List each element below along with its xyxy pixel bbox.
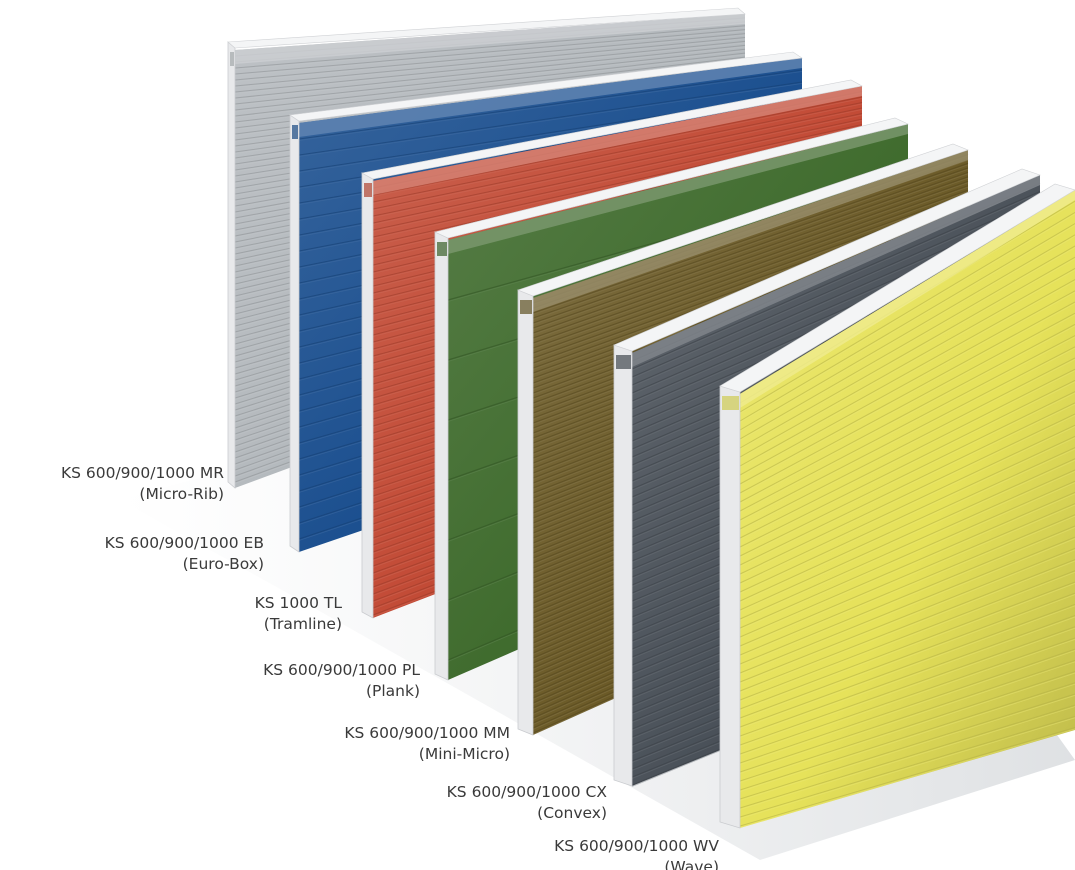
label-profile: (Euro-Box) [182, 555, 264, 573]
panel-core-edge [613, 344, 633, 787]
panel-core-edge [227, 41, 236, 489]
label-code: KS 600/900/1000 EB [104, 534, 264, 552]
label-code: KS 600/900/1000 WV [554, 837, 719, 855]
panel-core-edge [719, 385, 741, 829]
label-convex: KS 600/900/1000 CX (Convex) [447, 782, 607, 824]
panel-ribs [739, 200, 1075, 828]
label-code: KS 600/900/1000 PL [263, 661, 420, 679]
label-code: KS 600/900/1000 CX [446, 783, 607, 801]
label-tramline: KS 1000 TL (Tramline) [255, 593, 342, 635]
panel-core-edge [361, 172, 374, 619]
panel-wave [719, 183, 1075, 829]
label-wave: KS 600/900/1000 WV (Wave) [554, 836, 719, 870]
panel-core-edge [434, 231, 449, 681]
label-code: KS 600/900/1000 MM [344, 724, 510, 742]
label-mini-micro: KS 600/900/1000 MM (Mini-Micro) [344, 723, 510, 765]
panel-core-edge [517, 289, 534, 736]
label-profile: (Mini-Micro) [418, 745, 510, 763]
label-plank: KS 600/900/1000 PL (Plank) [263, 660, 420, 702]
label-profile: (Wave) [664, 858, 719, 870]
label-profile: (Tramline) [263, 615, 342, 633]
label-code: KS 1000 TL [254, 594, 342, 612]
label-euro-box: KS 600/900/1000 EB (Euro-Box) [105, 533, 264, 575]
panel-core-edge [289, 114, 300, 553]
label-micro-rib: KS 600/900/1000 MR (Micro-Rib) [61, 463, 224, 505]
label-profile: (Convex) [537, 804, 607, 822]
label-profile: (Plank) [365, 682, 420, 700]
label-profile: (Micro-Rib) [139, 485, 224, 503]
label-code: KS 600/900/1000 MR [60, 464, 224, 482]
